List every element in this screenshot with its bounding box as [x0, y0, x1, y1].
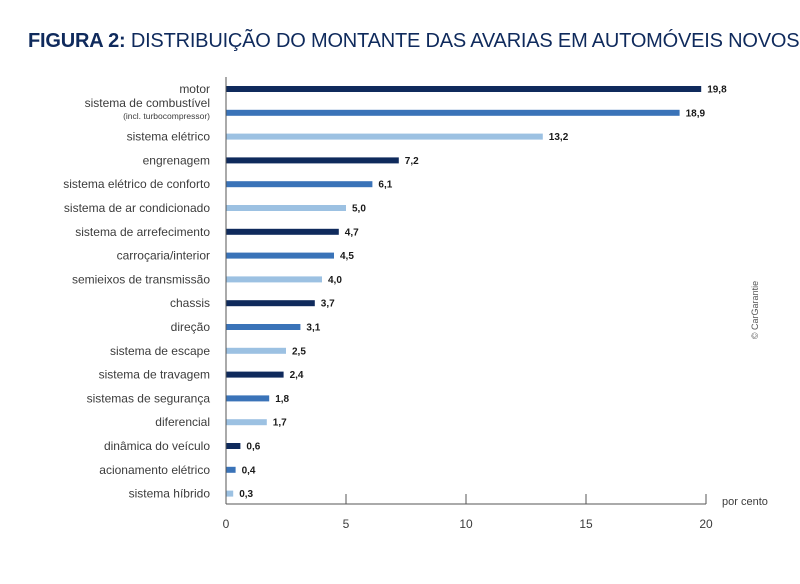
category-label-13: sistemas de segurança — [87, 391, 211, 405]
value-label-15: 0,6 — [246, 442, 260, 453]
category-label-9: chassis — [170, 296, 210, 310]
bar-4 — [226, 181, 373, 188]
figure-number: FIGURA 2: — [28, 30, 126, 52]
axes-group: 0 5 10 15 20 por cento — [223, 77, 768, 531]
bar-12 — [226, 371, 284, 378]
x-tick-label-0: 0 — [223, 517, 230, 531]
bar-2 — [226, 133, 543, 140]
value-labels: 19,8 18,9 13,2 7,2 6,1 5,0 4,7 4,5 4,0 3,7 3,1 2,5 2… — [239, 85, 727, 501]
category-label-3: engrenagem — [143, 153, 210, 167]
value-label-9: 3,7 — [321, 299, 335, 310]
bar-6 — [226, 228, 339, 235]
bar-9 — [226, 300, 315, 307]
value-label-6: 4,7 — [345, 227, 359, 238]
bar-7 — [226, 252, 334, 259]
value-label-8: 4,0 — [328, 275, 342, 286]
x-tick-label-3: 15 — [579, 517, 593, 531]
bars-group — [226, 86, 702, 497]
value-label-5: 5,0 — [352, 204, 366, 215]
value-label-12: 2,4 — [290, 370, 304, 381]
value-label-16: 0,4 — [242, 465, 256, 476]
value-label-17: 0,3 — [239, 489, 253, 500]
x-axis-unit-label: por cento — [722, 496, 768, 508]
value-label-4: 6,1 — [378, 180, 392, 191]
bar-16 — [226, 466, 236, 473]
value-label-11: 2,5 — [292, 346, 306, 357]
bar-14 — [226, 419, 267, 426]
value-label-0: 19,8 — [707, 85, 727, 96]
category-sublabel-1: (incl. turbocompressor) — [123, 111, 210, 121]
category-label-0: motor — [179, 82, 210, 96]
category-label-10: direção — [171, 320, 211, 334]
bar-15 — [226, 443, 241, 449]
category-label-1: sistema de combustível — [85, 96, 210, 110]
category-label-16: acionamento elétrico — [99, 463, 210, 477]
bar-17 — [226, 490, 234, 497]
chart-title: FIGURA 2: DISTRIBUIÇÃO DO MONTANTE DAS A… — [28, 30, 800, 53]
bar-5 — [226, 205, 346, 211]
value-label-13: 1,8 — [275, 394, 289, 405]
x-tick-label-1: 5 — [343, 517, 350, 531]
x-tick-label-2: 10 — [459, 517, 473, 531]
x-tick-label-4: 20 — [699, 517, 713, 531]
value-label-7: 4,5 — [340, 251, 354, 262]
copyright-credit: © CarGarantie — [750, 281, 760, 339]
category-label-8: semieixos de transmissão — [72, 272, 210, 286]
bar-11 — [226, 347, 286, 354]
bar-8 — [226, 276, 322, 283]
category-label-4: sistema elétrico de conforto — [63, 177, 210, 191]
category-label-2: sistema elétrico — [127, 130, 211, 144]
category-label-15: dinâmica do veículo — [104, 439, 210, 453]
bar-1 — [226, 109, 680, 116]
value-label-14: 1,7 — [273, 418, 287, 429]
bar-3 — [226, 157, 399, 164]
bar-10 — [226, 324, 301, 330]
category-label-12: sistema de travagem — [99, 368, 210, 382]
value-label-10: 3,1 — [306, 323, 320, 334]
category-label-14: diferencial — [155, 415, 210, 429]
title-text: DISTRIBUIÇÃO DO MONTANTE DAS AVARIAS EM … — [130, 30, 800, 52]
value-label-2: 13,2 — [549, 132, 569, 143]
category-label-11: sistema de escape — [110, 344, 210, 358]
value-label-1: 18,9 — [686, 108, 706, 119]
category-label-7: carroçaria/interior — [117, 249, 210, 263]
value-label-3: 7,2 — [405, 156, 419, 167]
category-label-17: sistema híbrido — [129, 487, 211, 501]
category-label-6: sistema de arrefecimento — [75, 225, 210, 239]
bar-13 — [226, 395, 270, 402]
bar-0 — [226, 86, 702, 92]
category-label-5: sistema de ar condicionado — [64, 201, 210, 215]
